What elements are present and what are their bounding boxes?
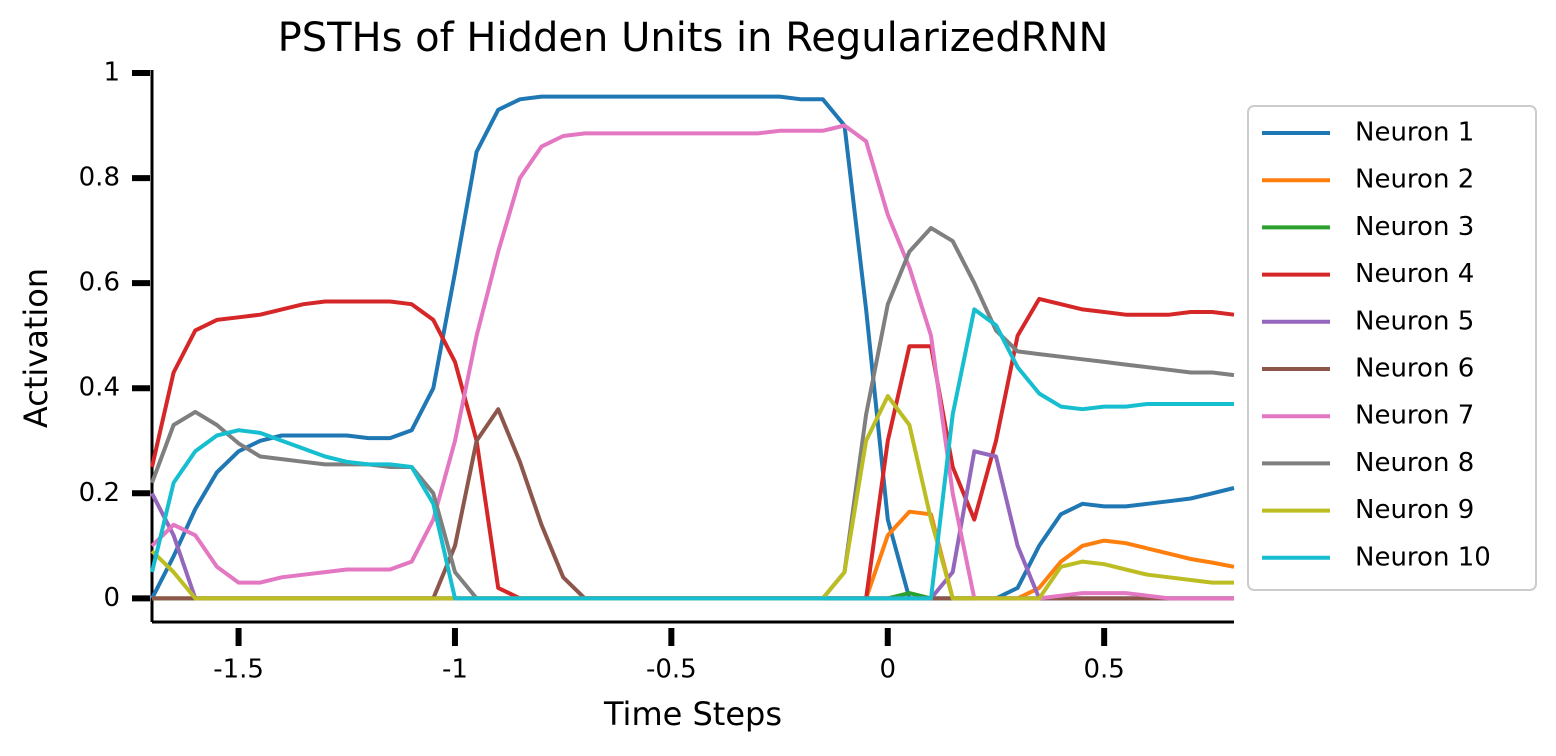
x-axis-label: Time Steps [603, 695, 782, 733]
legend-label: Neuron 10 [1355, 542, 1491, 572]
y-tick-label: 0.6 [79, 268, 120, 298]
y-tick-label: 0.4 [79, 373, 120, 403]
legend-label: Neuron 1 [1355, 118, 1474, 148]
legend-label: Neuron 7 [1355, 401, 1474, 431]
y-tick-label: 0.2 [79, 478, 120, 508]
series-line [150, 226, 1235, 601]
y-axis-label: Activation [17, 268, 55, 428]
x-tick-label: 0.5 [1083, 655, 1124, 685]
x-tick-label: -1 [442, 655, 468, 685]
series-line [150, 449, 1234, 601]
series-line [150, 307, 1234, 601]
legend-label: Neuron 9 [1355, 495, 1474, 525]
legend-label: Neuron 6 [1355, 354, 1474, 384]
x-tick-label: -0.5 [646, 655, 697, 685]
chart-title: PSTHs of Hidden Units in RegularizedRNN [278, 15, 1109, 61]
legend-label: Neuron 4 [1355, 259, 1474, 289]
x-tick-label: 0 [879, 655, 896, 685]
series-line [150, 123, 1234, 601]
series-line [152, 407, 1234, 601]
y-tick-label: 1 [103, 58, 120, 88]
legend-label: Neuron 2 [1355, 165, 1474, 195]
legend-label: Neuron 3 [1355, 212, 1474, 242]
series-line [150, 94, 1235, 601]
y-tick-label: 0 [103, 583, 120, 613]
y-tick-label: 0.8 [79, 163, 120, 193]
legend-label: Neuron 5 [1355, 306, 1474, 336]
series-line [150, 394, 1234, 601]
legend-label: Neuron 8 [1355, 448, 1474, 478]
x-tick-label: -1.5 [213, 655, 264, 685]
series-line [152, 509, 1235, 601]
